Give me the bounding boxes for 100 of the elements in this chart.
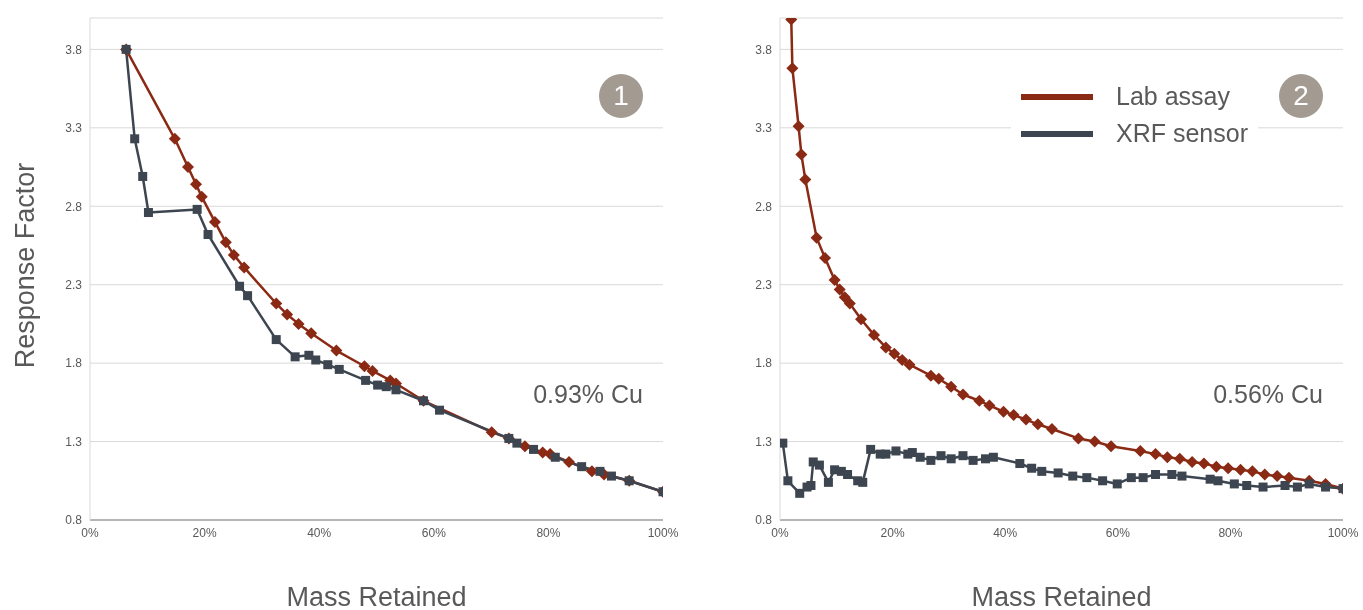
point xyxy=(1020,413,1033,426)
point xyxy=(168,132,181,145)
point xyxy=(833,283,846,296)
point xyxy=(956,388,969,401)
point xyxy=(323,360,333,370)
point xyxy=(358,360,371,373)
point xyxy=(292,317,305,330)
point xyxy=(799,173,812,186)
point xyxy=(888,347,901,360)
point xyxy=(786,62,799,75)
point xyxy=(1258,482,1268,492)
point xyxy=(1151,470,1161,480)
legend-label: Lab assay xyxy=(1116,82,1230,111)
point xyxy=(1213,476,1223,486)
point xyxy=(361,375,371,385)
point xyxy=(238,261,251,274)
x-tick-label: 60% xyxy=(1105,525,1131,540)
point xyxy=(1138,473,1148,483)
point xyxy=(1072,432,1085,445)
point xyxy=(1222,462,1235,475)
point xyxy=(988,452,998,462)
point xyxy=(227,248,240,261)
point xyxy=(595,466,605,476)
y-tick-label: 1.3 xyxy=(755,434,773,449)
point xyxy=(1234,463,1247,476)
point xyxy=(1292,482,1302,492)
point xyxy=(915,452,925,462)
point xyxy=(783,476,793,486)
point xyxy=(334,364,344,374)
point xyxy=(1098,476,1108,486)
point xyxy=(192,204,202,214)
point xyxy=(868,328,881,341)
point xyxy=(270,297,283,310)
y-tick-label: 1.8 xyxy=(65,356,83,371)
point xyxy=(855,313,868,326)
point xyxy=(907,448,917,458)
point xyxy=(1149,448,1162,461)
point xyxy=(577,462,587,472)
x-tick-label: 0% xyxy=(81,525,99,540)
point xyxy=(903,358,916,371)
point xyxy=(512,438,522,448)
point xyxy=(219,236,232,249)
y-tick-label: 2.3 xyxy=(755,277,773,292)
point xyxy=(936,451,946,461)
point xyxy=(243,291,253,301)
point xyxy=(606,471,616,481)
x-tick-label: 100% xyxy=(647,525,679,540)
point xyxy=(1271,470,1284,483)
point xyxy=(190,178,203,191)
point xyxy=(1205,474,1215,484)
y-tick-label: 1.8 xyxy=(755,356,773,371)
point xyxy=(1246,465,1259,478)
point xyxy=(792,120,805,133)
point xyxy=(819,252,832,265)
point xyxy=(435,405,445,415)
point xyxy=(1229,479,1239,489)
point xyxy=(1242,480,1252,490)
legend-label: XRF sensor xyxy=(1116,119,1248,148)
y-tick-label: 1.3 xyxy=(65,434,83,449)
point xyxy=(305,327,318,340)
point xyxy=(896,353,909,366)
point xyxy=(814,460,824,470)
point xyxy=(235,281,245,291)
point xyxy=(373,380,383,390)
point xyxy=(1321,482,1331,492)
point xyxy=(795,488,805,498)
point xyxy=(1173,452,1186,465)
point xyxy=(843,470,853,480)
point xyxy=(138,171,148,181)
point xyxy=(1197,457,1210,470)
point xyxy=(958,451,968,461)
annotation: 2 xyxy=(1279,74,1323,118)
point xyxy=(130,134,140,144)
point xyxy=(1031,418,1044,431)
x-tick-label: 20% xyxy=(880,525,905,540)
point xyxy=(926,455,936,465)
point xyxy=(529,444,538,454)
point xyxy=(203,229,213,239)
point xyxy=(823,477,833,487)
point xyxy=(181,161,194,174)
point xyxy=(1112,479,1122,489)
point xyxy=(1082,473,1092,483)
point xyxy=(208,215,221,228)
point xyxy=(1045,423,1058,436)
point xyxy=(550,452,560,462)
x-axis-title: Mass Retained xyxy=(286,582,467,610)
point xyxy=(858,477,868,487)
x-tick-label: 80% xyxy=(1218,525,1243,540)
point xyxy=(195,190,208,203)
point xyxy=(1134,444,1147,457)
point xyxy=(1280,480,1290,490)
point xyxy=(271,335,281,345)
point xyxy=(879,341,892,354)
y-tick-label: 0.8 xyxy=(65,513,83,528)
point xyxy=(1068,471,1078,481)
point xyxy=(290,352,300,362)
x-tick-label: 40% xyxy=(993,525,1018,540)
point xyxy=(1167,470,1177,480)
point xyxy=(828,273,841,286)
point xyxy=(330,344,343,357)
